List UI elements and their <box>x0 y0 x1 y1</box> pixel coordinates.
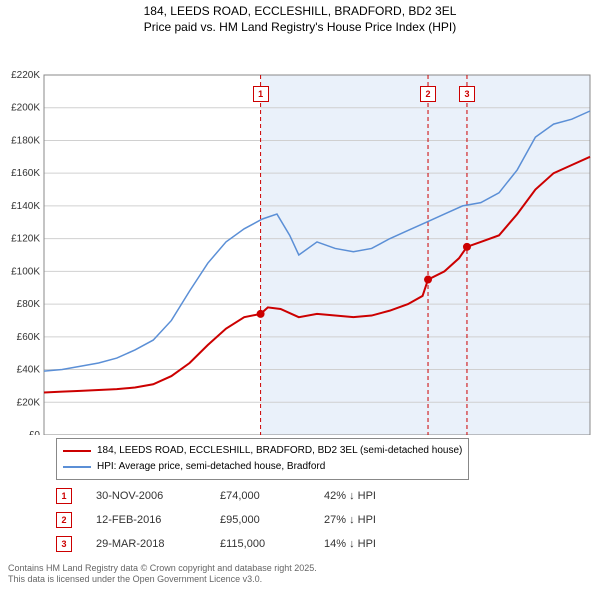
vline-marker: 1 <box>253 86 269 102</box>
transaction-marker: 1 <box>56 488 72 504</box>
legend-swatch <box>63 466 91 468</box>
vline-marker: 2 <box>420 86 436 102</box>
transaction-row: 3 29-MAR-2018 £115,000 14% ↓ HPI <box>56 532 424 556</box>
transaction-row: 1 30-NOV-2006 £74,000 42% ↓ HPI <box>56 484 424 508</box>
svg-text:£80K: £80K <box>17 299 41 310</box>
chart-title: 184, LEEDS ROAD, ECCLESHILL, BRADFORD, B… <box>0 0 600 35</box>
chart-container: 184, LEEDS ROAD, ECCLESHILL, BRADFORD, B… <box>0 0 600 590</box>
svg-text:£220K: £220K <box>11 70 40 81</box>
transaction-date: 30-NOV-2006 <box>96 490 196 502</box>
footer: Contains HM Land Registry data © Crown c… <box>8 563 317 586</box>
transaction-marker: 2 <box>56 512 72 528</box>
legend-swatch <box>63 450 91 452</box>
svg-text:£140K: £140K <box>11 201 40 212</box>
title-line1: 184, LEEDS ROAD, ECCLESHILL, BRADFORD, B… <box>0 4 600 20</box>
svg-text:£200K: £200K <box>11 103 40 114</box>
transaction-price: £74,000 <box>220 490 300 502</box>
legend: 184, LEEDS ROAD, ECCLESHILL, BRADFORD, B… <box>56 438 469 480</box>
svg-text:£100K: £100K <box>11 267 40 278</box>
svg-text:£20K: £20K <box>17 397 41 408</box>
vline-marker: 3 <box>459 86 475 102</box>
transactions-table: 1 30-NOV-2006 £74,000 42% ↓ HPI 2 12-FEB-2016… <box>56 484 424 556</box>
legend-label: 184, LEEDS ROAD, ECCLESHILL, BRADFORD, B… <box>97 443 462 459</box>
svg-text:£180K: £180K <box>11 136 40 147</box>
title-line2: Price paid vs. HM Land Registry's House … <box>0 20 600 36</box>
svg-text:£0: £0 <box>29 430 41 435</box>
legend-label: HPI: Average price, semi-detached house,… <box>97 459 325 475</box>
transaction-diff: 42% ↓ HPI <box>324 490 424 502</box>
legend-item: 184, LEEDS ROAD, ECCLESHILL, BRADFORD, B… <box>63 443 462 459</box>
transaction-price: £95,000 <box>220 514 300 526</box>
svg-text:£40K: £40K <box>17 365 41 376</box>
footer-line1: Contains HM Land Registry data © Crown c… <box>8 563 317 575</box>
transaction-date: 12-FEB-2016 <box>96 514 196 526</box>
svg-text:£60K: £60K <box>17 332 41 343</box>
svg-text:£160K: £160K <box>11 168 40 179</box>
legend-item: HPI: Average price, semi-detached house,… <box>63 459 462 475</box>
transaction-row: 2 12-FEB-2016 £95,000 27% ↓ HPI <box>56 508 424 532</box>
transaction-price: £115,000 <box>220 538 300 550</box>
transaction-diff: 27% ↓ HPI <box>324 514 424 526</box>
transaction-marker: 3 <box>56 536 72 552</box>
transaction-date: 29-MAR-2018 <box>96 538 196 550</box>
transaction-diff: 14% ↓ HPI <box>324 538 424 550</box>
svg-text:£120K: £120K <box>11 234 40 245</box>
footer-line2: This data is licensed under the Open Gov… <box>8 574 317 586</box>
chart-svg: £0 £20K £40K £60K £80K £100K £120K £140K £160K £1… <box>0 35 600 435</box>
